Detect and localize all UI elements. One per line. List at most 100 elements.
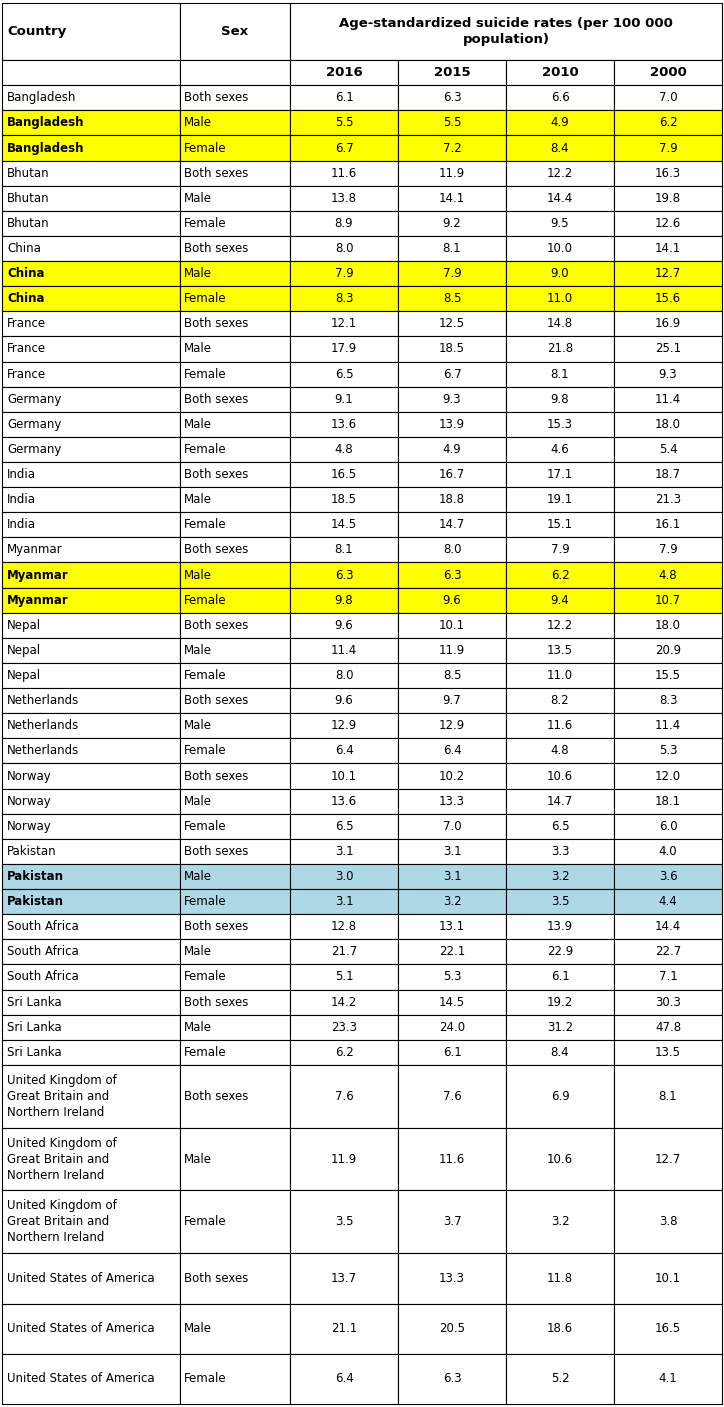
Bar <box>180 286 290 311</box>
Text: Bangladesh: Bangladesh <box>7 117 85 129</box>
Text: 6.5: 6.5 <box>551 820 569 833</box>
Text: Male: Male <box>184 795 212 808</box>
Text: France: France <box>7 367 46 380</box>
Text: 3.2: 3.2 <box>551 1216 569 1228</box>
Text: 16.3: 16.3 <box>655 166 681 180</box>
Bar <box>180 1254 290 1303</box>
Text: 18.0: 18.0 <box>655 418 681 431</box>
Text: 16.5: 16.5 <box>655 1323 681 1335</box>
Text: 8.2: 8.2 <box>551 694 569 708</box>
Bar <box>614 135 722 160</box>
Bar <box>290 362 398 387</box>
Text: 13.1: 13.1 <box>439 920 465 933</box>
Text: 3.1: 3.1 <box>442 844 461 858</box>
Text: 15.3: 15.3 <box>547 418 573 431</box>
Text: 11.9: 11.9 <box>439 644 465 657</box>
Text: 4.9: 4.9 <box>442 443 461 456</box>
Bar <box>180 461 290 487</box>
Text: 9.3: 9.3 <box>442 393 461 405</box>
Text: 15.5: 15.5 <box>655 668 681 682</box>
Bar <box>506 788 614 813</box>
Text: Female: Female <box>184 518 227 532</box>
Text: 14.1: 14.1 <box>439 191 465 205</box>
Text: 8.0: 8.0 <box>334 668 353 682</box>
Text: Male: Male <box>184 1323 212 1335</box>
Text: Female: Female <box>184 1045 227 1059</box>
Bar <box>398 588 506 612</box>
Bar <box>2 1014 180 1040</box>
Text: 8.0: 8.0 <box>443 543 461 556</box>
Bar <box>614 1040 722 1065</box>
Text: 7.9: 7.9 <box>334 267 353 280</box>
Bar <box>614 989 722 1014</box>
Text: Germany: Germany <box>7 443 62 456</box>
Text: Female: Female <box>184 367 227 380</box>
Text: Male: Male <box>184 644 212 657</box>
Text: 12.2: 12.2 <box>547 166 573 180</box>
Text: 4.8: 4.8 <box>659 568 678 581</box>
Text: 11.9: 11.9 <box>439 166 465 180</box>
Bar <box>398 940 506 964</box>
Text: Pakistan: Pakistan <box>7 895 64 908</box>
Text: 11.6: 11.6 <box>439 1152 465 1165</box>
Bar <box>2 612 180 637</box>
Text: United Kingdom of
Great Britain and
Northern Ireland: United Kingdom of Great Britain and Nort… <box>7 1137 117 1182</box>
Text: 11.0: 11.0 <box>547 293 573 305</box>
Bar <box>2 637 180 663</box>
Bar <box>398 1065 506 1127</box>
Bar <box>2 788 180 813</box>
Bar <box>398 813 506 839</box>
Bar <box>290 1254 398 1303</box>
Bar <box>506 1127 614 1190</box>
Text: 6.4: 6.4 <box>334 1372 353 1386</box>
Bar <box>398 412 506 438</box>
Text: 3.8: 3.8 <box>659 1216 677 1228</box>
Text: Both sexes: Both sexes <box>184 996 248 1009</box>
Bar <box>398 739 506 764</box>
Bar <box>398 110 506 135</box>
Bar <box>398 612 506 637</box>
Bar <box>180 588 290 612</box>
Bar <box>398 637 506 663</box>
Bar <box>398 864 506 889</box>
Bar <box>2 537 180 563</box>
Text: 18.5: 18.5 <box>331 494 357 507</box>
Text: 7.9: 7.9 <box>659 543 678 556</box>
Bar <box>2 3 180 61</box>
Bar <box>614 813 722 839</box>
Text: 31.2: 31.2 <box>547 1020 573 1034</box>
Text: 6.2: 6.2 <box>551 568 569 581</box>
Bar <box>614 688 722 713</box>
Text: 4.4: 4.4 <box>659 895 678 908</box>
Text: 9.7: 9.7 <box>442 694 461 708</box>
Bar <box>506 262 614 286</box>
Text: 7.0: 7.0 <box>442 820 461 833</box>
Bar <box>2 663 180 688</box>
Text: 6.7: 6.7 <box>442 367 461 380</box>
Bar <box>398 1354 506 1404</box>
Text: 6.4: 6.4 <box>334 744 353 757</box>
Bar <box>180 839 290 864</box>
Text: 20.9: 20.9 <box>655 644 681 657</box>
Text: 5.1: 5.1 <box>334 971 353 983</box>
Bar <box>614 612 722 637</box>
Bar <box>290 739 398 764</box>
Bar <box>614 713 722 739</box>
Bar <box>614 588 722 612</box>
Bar <box>398 311 506 336</box>
Text: Both sexes: Both sexes <box>184 694 248 708</box>
Bar <box>180 262 290 286</box>
Text: Both sexes: Both sexes <box>184 619 248 632</box>
Text: 14.5: 14.5 <box>331 518 357 532</box>
Bar <box>506 989 614 1014</box>
Text: 8.5: 8.5 <box>443 293 461 305</box>
Text: 14.7: 14.7 <box>439 518 465 532</box>
Bar <box>614 387 722 412</box>
Text: Bhutan: Bhutan <box>7 217 50 229</box>
Bar <box>614 1014 722 1040</box>
Text: India: India <box>7 494 36 507</box>
Text: 10.7: 10.7 <box>655 594 681 606</box>
Text: 12.2: 12.2 <box>547 619 573 632</box>
Text: 10.6: 10.6 <box>547 1152 573 1165</box>
Bar <box>180 688 290 713</box>
